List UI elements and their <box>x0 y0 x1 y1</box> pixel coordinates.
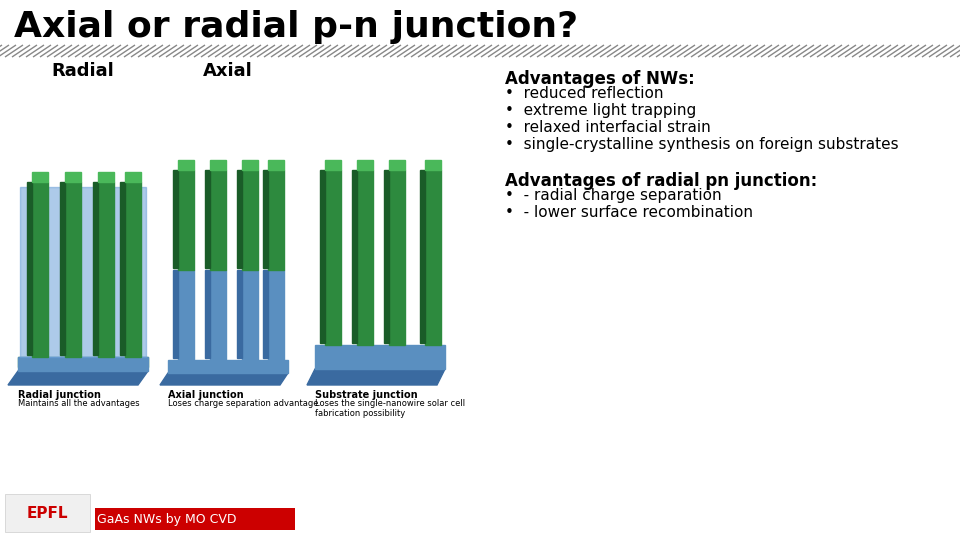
Polygon shape <box>32 182 48 357</box>
Polygon shape <box>237 170 242 268</box>
Polygon shape <box>18 357 148 367</box>
Text: Loses charge separation advantage: Loses charge separation advantage <box>168 399 319 408</box>
Text: •  relaxed interfacial strain: • relaxed interfacial strain <box>505 120 710 135</box>
Polygon shape <box>173 170 178 268</box>
Polygon shape <box>173 270 178 358</box>
Polygon shape <box>357 160 373 170</box>
Polygon shape <box>263 270 268 358</box>
Polygon shape <box>65 172 81 182</box>
Text: Substrate junction: Substrate junction <box>315 390 418 400</box>
Polygon shape <box>325 170 341 345</box>
Polygon shape <box>125 172 141 182</box>
Polygon shape <box>263 170 268 268</box>
Polygon shape <box>93 182 98 355</box>
Polygon shape <box>178 170 194 270</box>
FancyBboxPatch shape <box>5 494 90 532</box>
Text: GaAs NWs by MO CVD: GaAs NWs by MO CVD <box>97 512 236 525</box>
Polygon shape <box>210 160 226 170</box>
Polygon shape <box>325 160 341 170</box>
Text: EPFL: EPFL <box>26 505 68 521</box>
Polygon shape <box>268 270 284 360</box>
Text: Radial: Radial <box>52 62 114 80</box>
Polygon shape <box>389 170 405 345</box>
Polygon shape <box>18 357 148 371</box>
Text: •  - lower surface recombination: • - lower surface recombination <box>505 205 753 220</box>
Polygon shape <box>8 371 148 385</box>
Text: •  extreme light trapping: • extreme light trapping <box>505 103 696 118</box>
Polygon shape <box>178 160 194 170</box>
Polygon shape <box>210 170 226 270</box>
Text: •  - radial charge separation: • - radial charge separation <box>505 188 722 203</box>
Polygon shape <box>420 170 425 343</box>
Polygon shape <box>268 170 284 270</box>
Polygon shape <box>425 170 441 345</box>
Polygon shape <box>65 182 81 357</box>
Polygon shape <box>320 170 325 343</box>
Polygon shape <box>32 172 48 182</box>
Polygon shape <box>242 160 258 170</box>
Polygon shape <box>205 270 210 358</box>
Polygon shape <box>98 182 114 357</box>
Polygon shape <box>178 270 194 360</box>
Polygon shape <box>268 160 284 170</box>
Text: Advantages of NWs:: Advantages of NWs: <box>505 70 695 88</box>
Polygon shape <box>384 170 389 343</box>
Polygon shape <box>160 373 288 385</box>
Polygon shape <box>210 270 226 360</box>
Polygon shape <box>237 270 242 358</box>
Polygon shape <box>60 182 65 355</box>
Polygon shape <box>315 345 445 369</box>
Polygon shape <box>205 170 210 268</box>
Text: Axial: Axial <box>204 62 252 80</box>
Text: Advantages of radial pn junction:: Advantages of radial pn junction: <box>505 172 817 190</box>
Polygon shape <box>27 182 32 355</box>
Text: Radial junction: Radial junction <box>18 390 101 400</box>
Text: Maintains all the advantages: Maintains all the advantages <box>18 399 139 408</box>
Polygon shape <box>389 160 405 170</box>
Polygon shape <box>98 172 114 182</box>
Text: •  reduced reflection: • reduced reflection <box>505 86 663 101</box>
Polygon shape <box>242 170 258 270</box>
FancyBboxPatch shape <box>95 508 295 530</box>
Polygon shape <box>425 160 441 170</box>
Polygon shape <box>357 170 373 345</box>
Text: Axial or radial p-n junction?: Axial or radial p-n junction? <box>14 10 578 44</box>
Polygon shape <box>352 170 357 343</box>
Polygon shape <box>20 187 146 357</box>
Polygon shape <box>125 182 141 357</box>
Text: •  single-crystalline synthesis on foreign substrates: • single-crystalline synthesis on foreig… <box>505 137 899 152</box>
Polygon shape <box>242 270 258 360</box>
Text: Axial junction: Axial junction <box>168 390 244 400</box>
Text: Loses the single-nanowire solar cell
fabrication possibility: Loses the single-nanowire solar cell fab… <box>315 399 466 418</box>
Polygon shape <box>307 369 445 385</box>
Polygon shape <box>168 360 288 373</box>
Polygon shape <box>120 182 125 355</box>
